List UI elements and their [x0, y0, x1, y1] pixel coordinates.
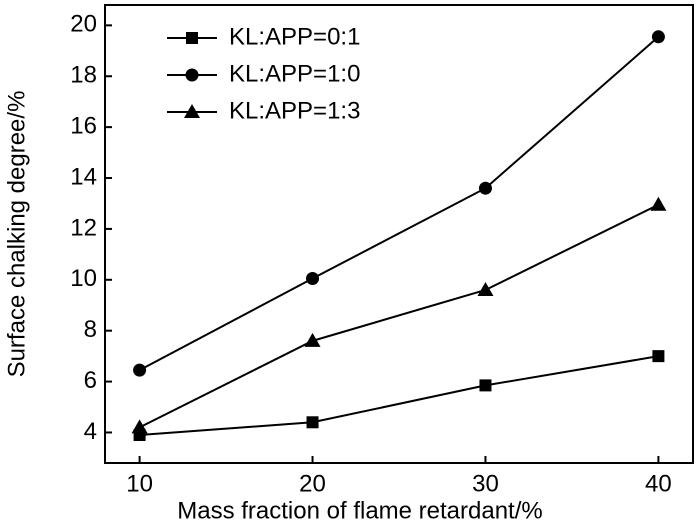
- legend-label: KL:APP=1:0: [229, 60, 360, 87]
- y-tick-label: 4: [84, 418, 97, 445]
- x-tick-label: 30: [472, 470, 499, 497]
- marker: [478, 181, 492, 195]
- x-tick-label: 20: [299, 470, 326, 497]
- y-tick-label: 12: [70, 214, 97, 241]
- y-tick-label: 6: [84, 367, 97, 394]
- marker: [306, 416, 319, 429]
- plot-frame: [104, 4, 694, 464]
- marker: [651, 30, 665, 44]
- y-tick-label: 8: [84, 316, 97, 343]
- x-tick-label: 40: [645, 470, 672, 497]
- y-tick-label: 18: [70, 62, 97, 89]
- legend-label: KL:APP=0:1: [229, 23, 360, 50]
- series-line: [139, 355, 659, 437]
- legend-marker: [186, 32, 198, 44]
- y-tick-label: 10: [70, 265, 97, 292]
- marker: [131, 419, 148, 434]
- y-axis-title: Surface chalking degree/%: [3, 91, 30, 378]
- marker: [133, 363, 147, 377]
- y-tick-label: 16: [70, 112, 97, 139]
- series-line: [139, 203, 659, 429]
- y-tick-label: 20: [70, 11, 97, 38]
- series-line: [139, 36, 660, 372]
- marker: [306, 272, 320, 286]
- marker: [479, 379, 492, 392]
- x-axis-title: Mass fraction of flame retardant/%: [177, 497, 542, 524]
- marker: [304, 332, 321, 347]
- marker: [650, 196, 667, 211]
- legend-marker: [184, 104, 200, 118]
- legend-label: KL:APP=1:3: [229, 97, 360, 124]
- marker: [652, 350, 665, 363]
- marker: [477, 281, 494, 296]
- x-tick-label: 10: [126, 470, 153, 497]
- legend-marker: [185, 68, 199, 82]
- y-tick-label: 14: [70, 163, 97, 190]
